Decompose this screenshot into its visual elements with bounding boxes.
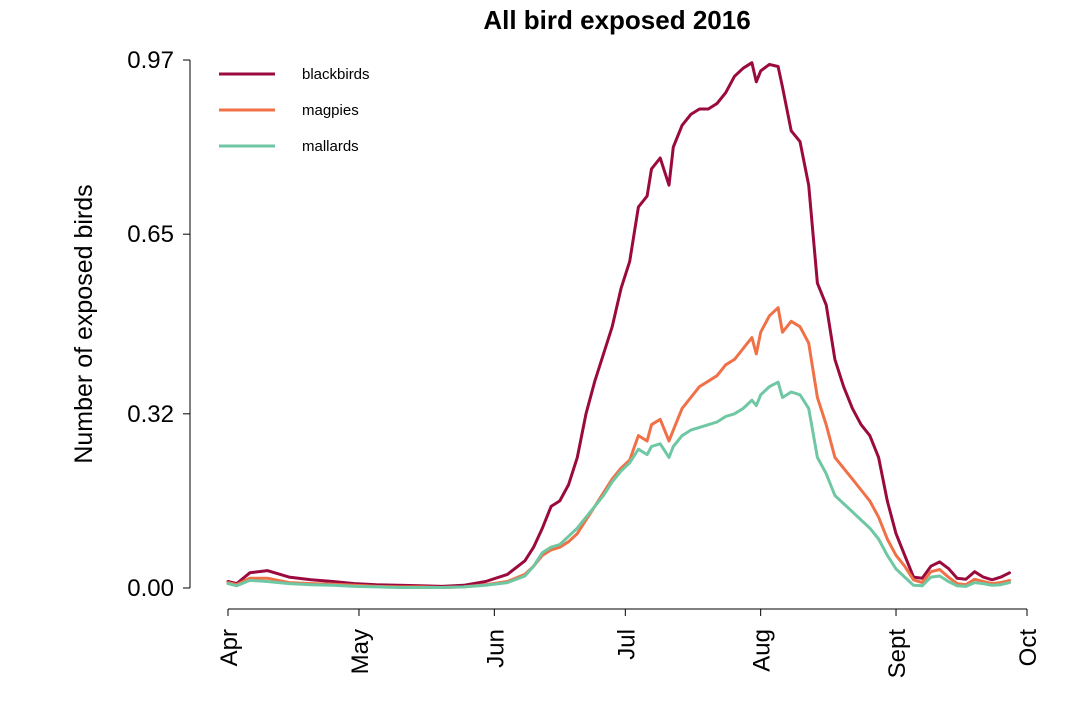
- series-line-blackbirds: [226, 61, 1011, 588]
- legend-label-mallards: mallards: [302, 138, 359, 155]
- chart-title: All bird exposed 2016: [483, 5, 750, 35]
- y-tick-label: 0.97: [127, 47, 174, 74]
- x-tick-label: Jul: [613, 629, 640, 660]
- x-tick-label: Oct: [1015, 629, 1042, 667]
- x-tick-label: Sept: [884, 629, 911, 679]
- y-tick-label: 0.32: [127, 401, 174, 428]
- x-axis: Apr May Jun Jul Aug Sept Oct: [216, 608, 1042, 679]
- y-tick-label: 0.65: [127, 221, 174, 248]
- x-tick-label: Apr: [216, 629, 243, 666]
- x-tick-label: May: [347, 629, 374, 674]
- series-line-mallards: [226, 380, 1011, 589]
- x-tick-label: Jun: [482, 629, 509, 668]
- y-tick-label: 0.00: [127, 575, 174, 602]
- series-line-magpies: [226, 306, 1011, 589]
- legend-label-blackbirds: blackbirds: [302, 66, 370, 83]
- y-axis-label: Number of exposed birds: [70, 184, 98, 463]
- x-tick-label: Aug: [749, 629, 776, 672]
- y-axis: 0.00 0.32 0.65 0.97: [127, 47, 191, 602]
- legend-label-magpies: magpies: [302, 102, 359, 119]
- series-layer: [226, 61, 1011, 589]
- legend: blackbirds magpies mallards: [219, 66, 370, 155]
